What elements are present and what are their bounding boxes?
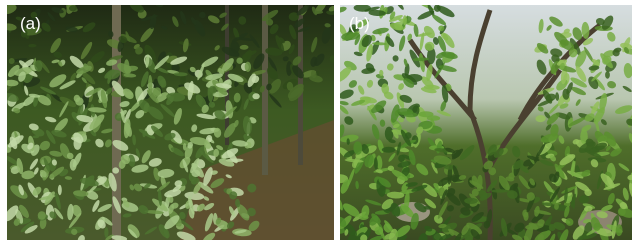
figure: (a) (b) bbox=[0, 0, 638, 242]
leaf bbox=[419, 111, 434, 117]
page: (a) (b) (() => { const data = JSON.parse… bbox=[0, 0, 638, 242]
panel-b bbox=[333, 0, 638, 242]
leaf bbox=[58, 185, 62, 195]
panel-label: (b) bbox=[349, 14, 370, 33]
leaf bbox=[382, 147, 396, 153]
leaf bbox=[104, 227, 108, 238]
panel-label: (a) bbox=[20, 14, 41, 33]
panel-a bbox=[0, 0, 338, 242]
